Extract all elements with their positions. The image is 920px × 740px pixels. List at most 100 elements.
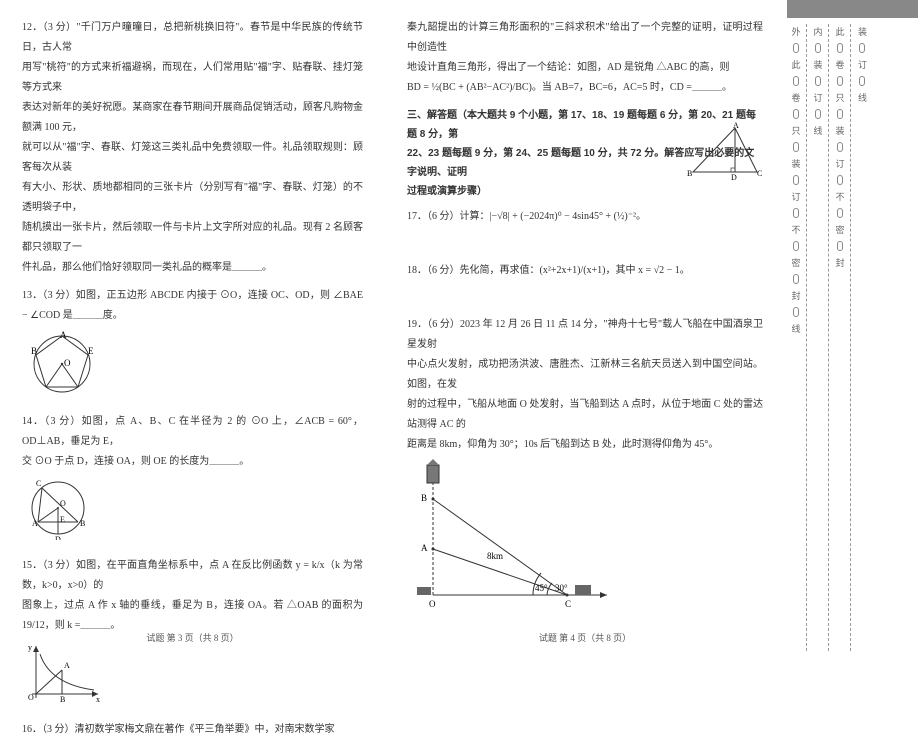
page-4-column: 秦九韶提出的计算三角形面积的"三斜求积术"给出了一个完整的证明，证明过程中创造性… (385, 0, 785, 651)
q19-line-1: 中心点火发射，成功把汤洪波、唐胜杰、江新林三名航天员送入到中国空间站。如图，在发 (407, 355, 763, 395)
perf-char: 封 (831, 258, 849, 267)
page-4-footer: 试题 第 4 页（共 8 页） (385, 629, 785, 647)
perf-char: 只 (787, 126, 805, 135)
svg-text:B: B (80, 519, 85, 528)
perf-char: 不 (831, 192, 849, 201)
perf-char: 订 (831, 159, 849, 168)
question-12: 12．（3 分）"千门万户曈曈日，总把新桃换旧符"。春节是中华民族的传统节日，古… (22, 18, 363, 278)
perf-dot-icon (793, 142, 799, 152)
svg-text:8km: 8km (487, 551, 503, 561)
q12-line-0: 12．（3 分）"千门万户曈曈日，总把新桃换旧符"。春节是中华民族的传统节日，古… (22, 18, 363, 58)
svg-text:A: A (64, 661, 70, 670)
binding-col-inner-2: 内 装 订 线 (807, 24, 829, 651)
perf-dot-icon (815, 109, 821, 119)
svg-text:D: D (55, 535, 61, 540)
hyperbola-axes-icon: O A B x y (22, 640, 102, 704)
q12-line-3: 就可以从"福"字、春联、灯笼这三类礼品中免费领取一件。礼品领取规则：顾客每次从装 (22, 138, 363, 178)
question-19: 19．（6 分）2023 年 12 月 26 日 11 点 14 分，"神舟十七… (407, 315, 763, 617)
perf-dot-icon (793, 241, 799, 251)
perf-char: 只 (831, 93, 849, 102)
svg-text:30°: 30° (555, 583, 568, 593)
perf-char: 装 (787, 159, 805, 168)
perf-char: 订 (787, 192, 805, 201)
svg-text:A: A (60, 330, 67, 340)
svg-text:C: C (565, 599, 571, 609)
perf-char: 订 (809, 93, 827, 102)
q19-figure: 45° 30° 8km B A O C (407, 459, 763, 617)
svg-text:O: O (28, 693, 34, 702)
perf-dot-icon (793, 307, 799, 317)
perf-dot-icon (793, 208, 799, 218)
perf-char: 密 (831, 225, 849, 234)
q16c-line-1: 地设计直角三角形，得出了一个结论：如图，AD 是锐角 △ABC 的高，则 (407, 58, 763, 78)
perf-char: 装 (853, 27, 871, 36)
perf-char: 外 (787, 27, 805, 36)
svg-text:O: O (429, 599, 436, 609)
perf-char: 卷 (831, 60, 849, 69)
q16-text: 16．（3 分）清初数学家梅文鼎在著作《平三角举要》中，对南宋数学家 (22, 720, 363, 740)
svg-text:A: A (733, 122, 739, 130)
page-3-footer: 试题 第 3 页（共 8 页） (0, 629, 385, 647)
perf-dot-icon (815, 76, 821, 86)
perf-char: 装 (809, 60, 827, 69)
q17-text: 17．（6 分）计算：|−√8| + (−2024π)⁰ − 4sin45° +… (407, 207, 763, 227)
perf-dot-icon (859, 76, 865, 86)
perf-dot-icon (837, 241, 843, 251)
q14-line-0: 14．（3 分）如图，点 A、B、C 在半径为 2 的 ⊙O 上，∠ACB = … (22, 412, 363, 452)
perf-char: 封 (787, 291, 805, 300)
perf-char: 订 (853, 60, 871, 69)
perf-dot-icon (837, 208, 843, 218)
svg-text:C: C (757, 169, 762, 178)
svg-text:x: x (96, 695, 100, 704)
q16c-line-0: 秦九韶提出的计算三角形面积的"三斜求积术"给出了一个完整的证明，证明过程中创造性 (407, 18, 763, 58)
perf-char: 此 (831, 27, 849, 36)
svg-text:E: E (60, 515, 65, 524)
q12-line-6: 件礼品，那么他们恰好领取同一类礼品的概率是＿＿＿。 (22, 258, 363, 278)
perf-char: 不 (787, 225, 805, 234)
perf-char: 线 (809, 126, 827, 135)
perf-char: 线 (853, 93, 871, 102)
q19-line-2: 射的过程中，飞船从地面 O 处发射，当飞船到达 A 点时，从位于地面 C 处的雷… (407, 395, 763, 435)
q12-line-4: 有大小、形状、质地都相同的三张卡片（分别写有"福"字、春联、灯笼）的不透明袋子中… (22, 178, 363, 218)
svg-text:O: O (60, 499, 66, 508)
svg-text:C: C (36, 479, 41, 488)
perf-dot-icon (837, 76, 843, 86)
perf-char: 密 (787, 258, 805, 267)
perf-dot-icon (793, 109, 799, 119)
svg-text:B: B (60, 695, 65, 704)
svg-text:B: B (687, 169, 692, 178)
perf-dot-icon (793, 76, 799, 86)
circle-chord-icon: C O A B D E (22, 476, 94, 540)
question-18: 18．（6 分）先化简，再求值：(x²+2x+1)/(x+1)，其中 x = √… (407, 261, 763, 281)
q18-text: 18．（6 分）先化简，再求值：(x²+2x+1)/(x+1)，其中 x = √… (407, 261, 763, 281)
svg-text:B: B (421, 493, 427, 503)
perf-dot-icon (837, 109, 843, 119)
q13-text: 13．（3 分）如图，正五边形 ABCDE 内接于 ⊙O，连接 OC、OD，则 … (22, 286, 363, 326)
svg-text:E: E (88, 346, 94, 356)
page-3-column: 12．（3 分）"千门万户曈曈日，总把新桃换旧符"。春节是中华民族的传统节日，古… (0, 0, 385, 651)
q19-line-3: 距离是 8km，仰角为 30°；10s 后飞船到达 B 处，此时测得仰角为 45… (407, 435, 763, 455)
binding-col-inner-1: 外 此 卷 只 装 订 不 密 封 线 (785, 24, 807, 651)
binding-col-outer-1: 此 卷 只 装 订 不 密 封 (829, 24, 851, 651)
triangle-altitude-icon: A B C D (685, 122, 765, 180)
binding-header-bar (787, 0, 918, 18)
perf-char: 线 (787, 324, 805, 333)
perf-dot-icon (837, 142, 843, 152)
q12-line-1: 用写"桃符"的方式来祈福避祸，而现在，人们常用贴"福"字、贴春联、挂灯笼等方式来 (22, 58, 363, 98)
binding-strip: 外 此 卷 只 装 订 不 密 封 线 内 装 订 线 (785, 0, 920, 651)
perf-dot-icon (815, 43, 821, 53)
perf-char: 卷 (787, 93, 805, 102)
question-16: 16．（3 分）清初数学家梅文鼎在著作《平三角举要》中，对南宋数学家 (22, 720, 363, 740)
question-16-continued: 秦九韶提出的计算三角形面积的"三斜求积术"给出了一个完整的证明，证明过程中创造性… (407, 18, 763, 98)
perf-dot-icon (793, 43, 799, 53)
q15-line-0: 15．（3 分）如图，在平面直角坐标系中，点 A 在反比例函数 y = k/x（… (22, 556, 363, 596)
perf-dot-icon (837, 43, 843, 53)
q12-line-2: 表达对新年的美好祝愿。某商家在春节期间开展商品促销活动，顾客凡购物金额满 100… (22, 98, 363, 138)
q14-figure: C O A B D E (22, 476, 363, 548)
svg-text:D: D (731, 173, 737, 180)
perf-dot-icon (793, 175, 799, 185)
svg-text:45°: 45° (535, 583, 548, 593)
binding-col-outer-2: 装 订 线 (851, 24, 873, 651)
svg-text:O: O (64, 358, 71, 368)
perf-dot-icon (837, 175, 843, 185)
